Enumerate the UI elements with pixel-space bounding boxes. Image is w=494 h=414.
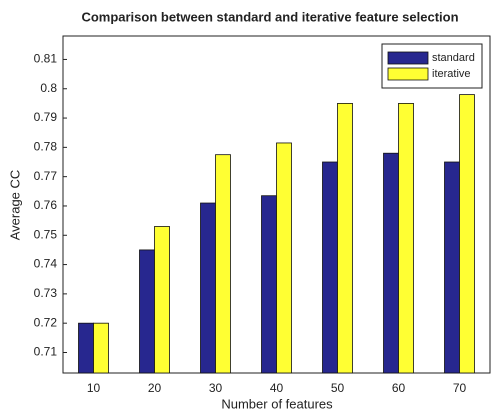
x-tick-label: 30 bbox=[209, 381, 223, 395]
legend-swatch bbox=[387, 67, 429, 81]
y-tick-label: 0.77 bbox=[34, 169, 58, 183]
y-tick-label: 0.76 bbox=[34, 198, 58, 212]
bar bbox=[200, 202, 216, 374]
bar bbox=[154, 226, 170, 374]
y-tick-label: 0.74 bbox=[34, 257, 58, 271]
bar bbox=[215, 154, 231, 374]
y-tick-label: 0.72 bbox=[34, 315, 58, 329]
bar bbox=[322, 161, 338, 374]
y-tick-label: 0.78 bbox=[34, 140, 58, 154]
legend-swatch bbox=[387, 51, 429, 65]
x-tick-label: 50 bbox=[331, 381, 345, 395]
bar bbox=[139, 249, 155, 374]
bar bbox=[459, 94, 475, 374]
bar bbox=[78, 322, 94, 374]
legend-box bbox=[381, 43, 483, 89]
x-tick-label: 70 bbox=[453, 381, 467, 395]
y-tick-label: 0.75 bbox=[34, 227, 58, 241]
bar bbox=[337, 103, 353, 374]
y-tick-label: 0.8 bbox=[40, 81, 57, 95]
x-tick-label: 40 bbox=[270, 381, 284, 395]
legend-label: iterative bbox=[432, 68, 471, 80]
x-tick-label: 20 bbox=[148, 381, 162, 395]
bar bbox=[398, 103, 414, 374]
y-tick-label: 0.81 bbox=[34, 52, 58, 66]
chart-title: Comparison between standard and iterativ… bbox=[81, 9, 458, 24]
x-tick-label: 60 bbox=[392, 381, 406, 395]
y-tick-label: 0.73 bbox=[34, 286, 58, 300]
bar bbox=[383, 152, 399, 374]
x-axis-label: Number of features bbox=[221, 396, 333, 411]
y-tick-label: 0.79 bbox=[34, 110, 58, 124]
bar bbox=[276, 142, 292, 374]
y-tick-label: 0.71 bbox=[34, 345, 58, 359]
y-axis-label: Average CC bbox=[7, 170, 22, 241]
bar bbox=[93, 322, 109, 374]
x-tick-label: 10 bbox=[87, 381, 101, 395]
bar bbox=[261, 195, 277, 374]
legend-label: standard bbox=[432, 52, 475, 64]
bar bbox=[444, 161, 460, 374]
